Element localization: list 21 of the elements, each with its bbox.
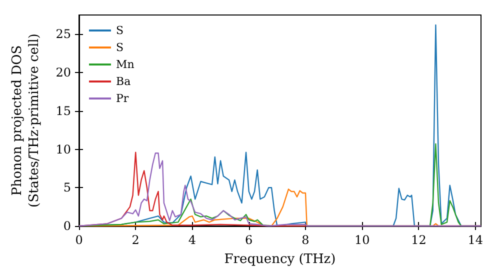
y-tick-label: 10 <box>56 142 71 156</box>
y-tick-label: 5 <box>63 180 71 195</box>
legend-label: Ba <box>116 75 132 88</box>
y-tick-label: 20 <box>56 66 71 80</box>
x-tick-label: 0 <box>75 233 83 247</box>
x-tick-label: 12 <box>411 233 426 247</box>
legend-label: Pr <box>116 92 130 105</box>
y-axis-title: Phonon projected DOS (States/THz·primitive cell) <box>10 33 42 208</box>
x-tick-label: 14 <box>468 233 484 247</box>
x-tick-label: 2 <box>132 233 140 247</box>
legend-label: S <box>116 41 124 54</box>
x-tick-label: 8 <box>302 233 310 247</box>
y-tick-label: 25 <box>56 27 71 42</box>
legend-label: S <box>116 24 124 37</box>
x-tick-label: 6 <box>245 233 253 247</box>
x-tick-label: 4 <box>188 233 196 247</box>
y-tick-label: 15 <box>56 104 71 118</box>
x-axis-title: Frequency (THz) <box>224 252 336 267</box>
legend-label: Mn <box>116 58 134 71</box>
x-tick-label: 10 <box>354 233 370 247</box>
y-tick-label: 0 <box>63 219 71 233</box>
